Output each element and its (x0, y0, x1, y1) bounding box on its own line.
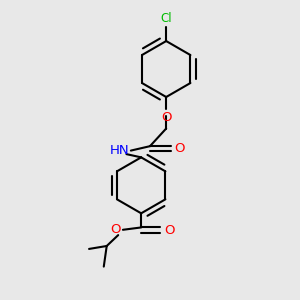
Text: O: O (161, 111, 171, 124)
Text: Cl: Cl (160, 12, 172, 25)
Text: O: O (164, 224, 175, 237)
Text: O: O (174, 142, 185, 155)
Text: O: O (111, 223, 121, 236)
Text: HN: HN (110, 144, 129, 157)
